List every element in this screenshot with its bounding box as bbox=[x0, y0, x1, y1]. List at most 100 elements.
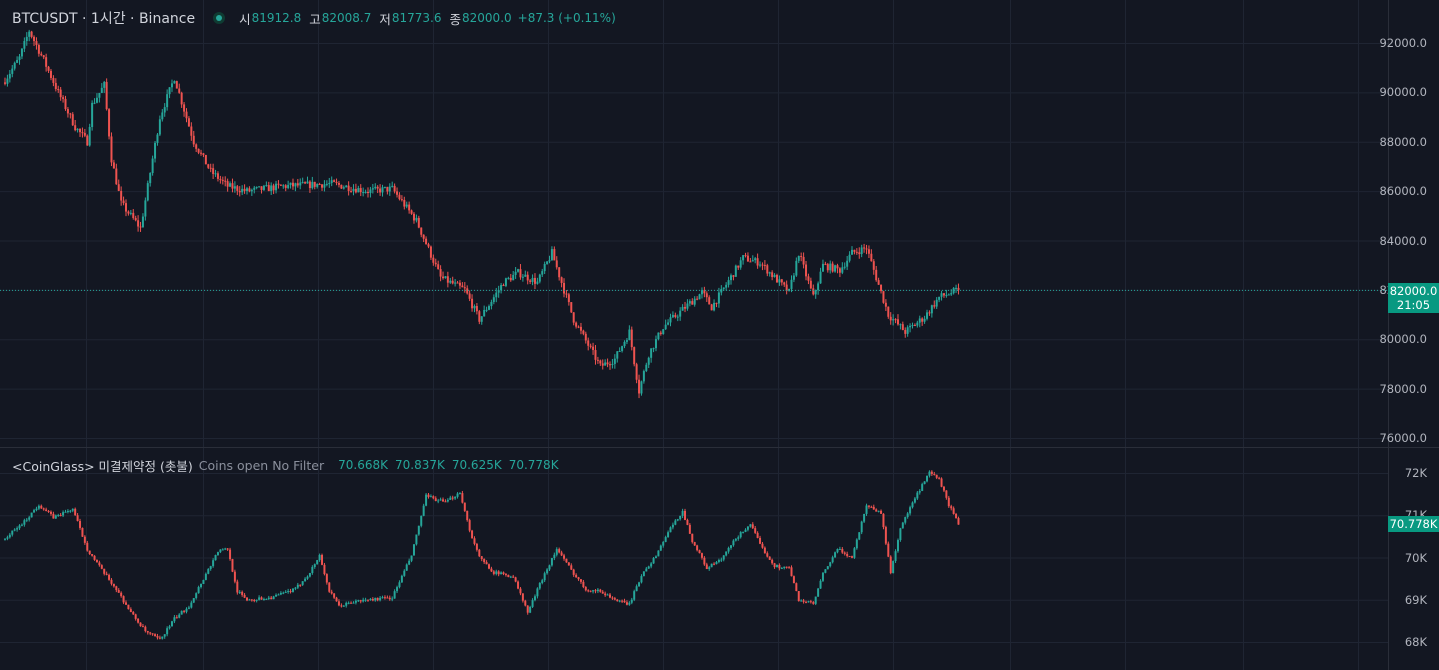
candle-body bbox=[137, 618, 140, 623]
candle-body bbox=[819, 580, 822, 589]
candle-body bbox=[727, 280, 730, 285]
candle-body bbox=[901, 324, 904, 331]
candle-body bbox=[139, 226, 142, 228]
candle-body bbox=[432, 257, 435, 263]
candle-body bbox=[367, 599, 369, 601]
candle-body bbox=[621, 600, 624, 602]
candle-body bbox=[64, 511, 67, 513]
candle-body bbox=[478, 311, 481, 322]
candle-body bbox=[340, 605, 343, 607]
candle-body bbox=[708, 567, 711, 570]
candle-body bbox=[40, 53, 43, 56]
candle-body bbox=[780, 568, 783, 570]
candle-body bbox=[8, 73, 11, 79]
candle-body bbox=[146, 631, 149, 633]
candle-body bbox=[705, 564, 708, 570]
candle-body bbox=[732, 275, 735, 277]
candle-body bbox=[439, 269, 442, 277]
candle-body bbox=[609, 594, 611, 598]
candle-body bbox=[630, 599, 633, 603]
candle-body bbox=[437, 500, 440, 502]
candle-body bbox=[369, 598, 372, 601]
candle-body bbox=[173, 81, 176, 84]
candle-body bbox=[824, 569, 827, 573]
candle-body bbox=[74, 125, 77, 131]
candle-body bbox=[304, 182, 307, 184]
candle-body bbox=[461, 285, 464, 288]
candle-body bbox=[577, 577, 580, 580]
indicator-title[interactable]: <CoinGlass> 미결제약정 (촛불) bbox=[12, 458, 193, 474]
candle-body bbox=[289, 591, 292, 593]
candle-body bbox=[635, 364, 638, 380]
candle-body bbox=[691, 301, 694, 305]
candle-body bbox=[294, 183, 297, 187]
candle-body bbox=[151, 633, 154, 635]
candle-body bbox=[480, 556, 483, 560]
candle-body bbox=[456, 282, 459, 284]
candle-body bbox=[577, 326, 580, 328]
candle-body bbox=[62, 97, 65, 99]
candle-body bbox=[342, 605, 345, 607]
candle-body bbox=[233, 186, 236, 189]
candle-body bbox=[461, 493, 464, 503]
candle-body bbox=[490, 568, 493, 572]
close-value: 82000.0 bbox=[462, 11, 512, 25]
candle-body bbox=[16, 59, 19, 63]
candle-body bbox=[83, 132, 86, 136]
candle-body bbox=[659, 332, 662, 334]
candle-body bbox=[933, 305, 936, 307]
candle-body bbox=[945, 294, 948, 296]
candle-body bbox=[821, 572, 824, 581]
candle-body bbox=[185, 111, 188, 119]
candle-body bbox=[108, 574, 111, 580]
candle-body bbox=[671, 524, 674, 528]
candle-body bbox=[913, 498, 916, 503]
candle-body bbox=[219, 549, 222, 553]
candle-body bbox=[942, 486, 945, 491]
candle-body bbox=[940, 293, 943, 297]
candle-body bbox=[444, 501, 447, 503]
market-status-icon[interactable] bbox=[213, 12, 226, 24]
candle-body bbox=[681, 306, 684, 311]
candle-body bbox=[129, 609, 132, 612]
candle-body bbox=[517, 269, 520, 272]
candle-body bbox=[538, 274, 541, 282]
symbol-title[interactable]: BTCUSDT · 1시간 · Binance bbox=[12, 11, 196, 27]
candle-body bbox=[224, 180, 227, 182]
candle-body bbox=[596, 589, 599, 592]
candle-body bbox=[606, 594, 609, 596]
candle-body bbox=[4, 82, 6, 84]
candle-body bbox=[197, 148, 200, 153]
candle-body bbox=[321, 554, 324, 565]
candle-body bbox=[558, 549, 561, 553]
candle-body bbox=[301, 182, 304, 184]
candle-body bbox=[529, 606, 532, 613]
candle-body bbox=[277, 183, 280, 185]
candle-body bbox=[156, 636, 159, 638]
candle-body bbox=[950, 506, 953, 509]
candle-body bbox=[783, 282, 786, 285]
candle-body bbox=[306, 576, 309, 579]
candle-body bbox=[287, 184, 290, 188]
candle-body bbox=[425, 238, 428, 245]
candle-body bbox=[91, 102, 94, 128]
indicator-params[interactable]: Coins open No Filter bbox=[198, 457, 325, 473]
candle-body bbox=[863, 247, 866, 249]
candle-body bbox=[207, 164, 210, 168]
candle-body bbox=[381, 597, 384, 599]
candle-body bbox=[567, 562, 570, 566]
candle-body bbox=[601, 591, 604, 594]
candle-body bbox=[120, 190, 123, 201]
candle-body bbox=[911, 325, 914, 327]
candle-body bbox=[625, 602, 628, 605]
candle-body bbox=[744, 529, 747, 532]
candle-body bbox=[899, 324, 902, 326]
candle-body bbox=[669, 527, 672, 533]
candle-body bbox=[867, 249, 870, 254]
candle-body bbox=[887, 543, 890, 557]
candle-body bbox=[645, 364, 648, 372]
candle-body bbox=[262, 599, 265, 601]
candle-body bbox=[543, 263, 546, 272]
candle-body bbox=[851, 249, 853, 255]
